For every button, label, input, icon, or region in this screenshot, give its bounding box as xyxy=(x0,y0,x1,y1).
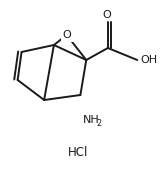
Text: O: O xyxy=(102,10,111,20)
Text: O: O xyxy=(62,30,71,40)
Text: 2: 2 xyxy=(96,119,101,128)
Text: OH: OH xyxy=(140,55,157,65)
Text: NH: NH xyxy=(83,115,100,125)
Text: HCl: HCl xyxy=(68,145,89,158)
